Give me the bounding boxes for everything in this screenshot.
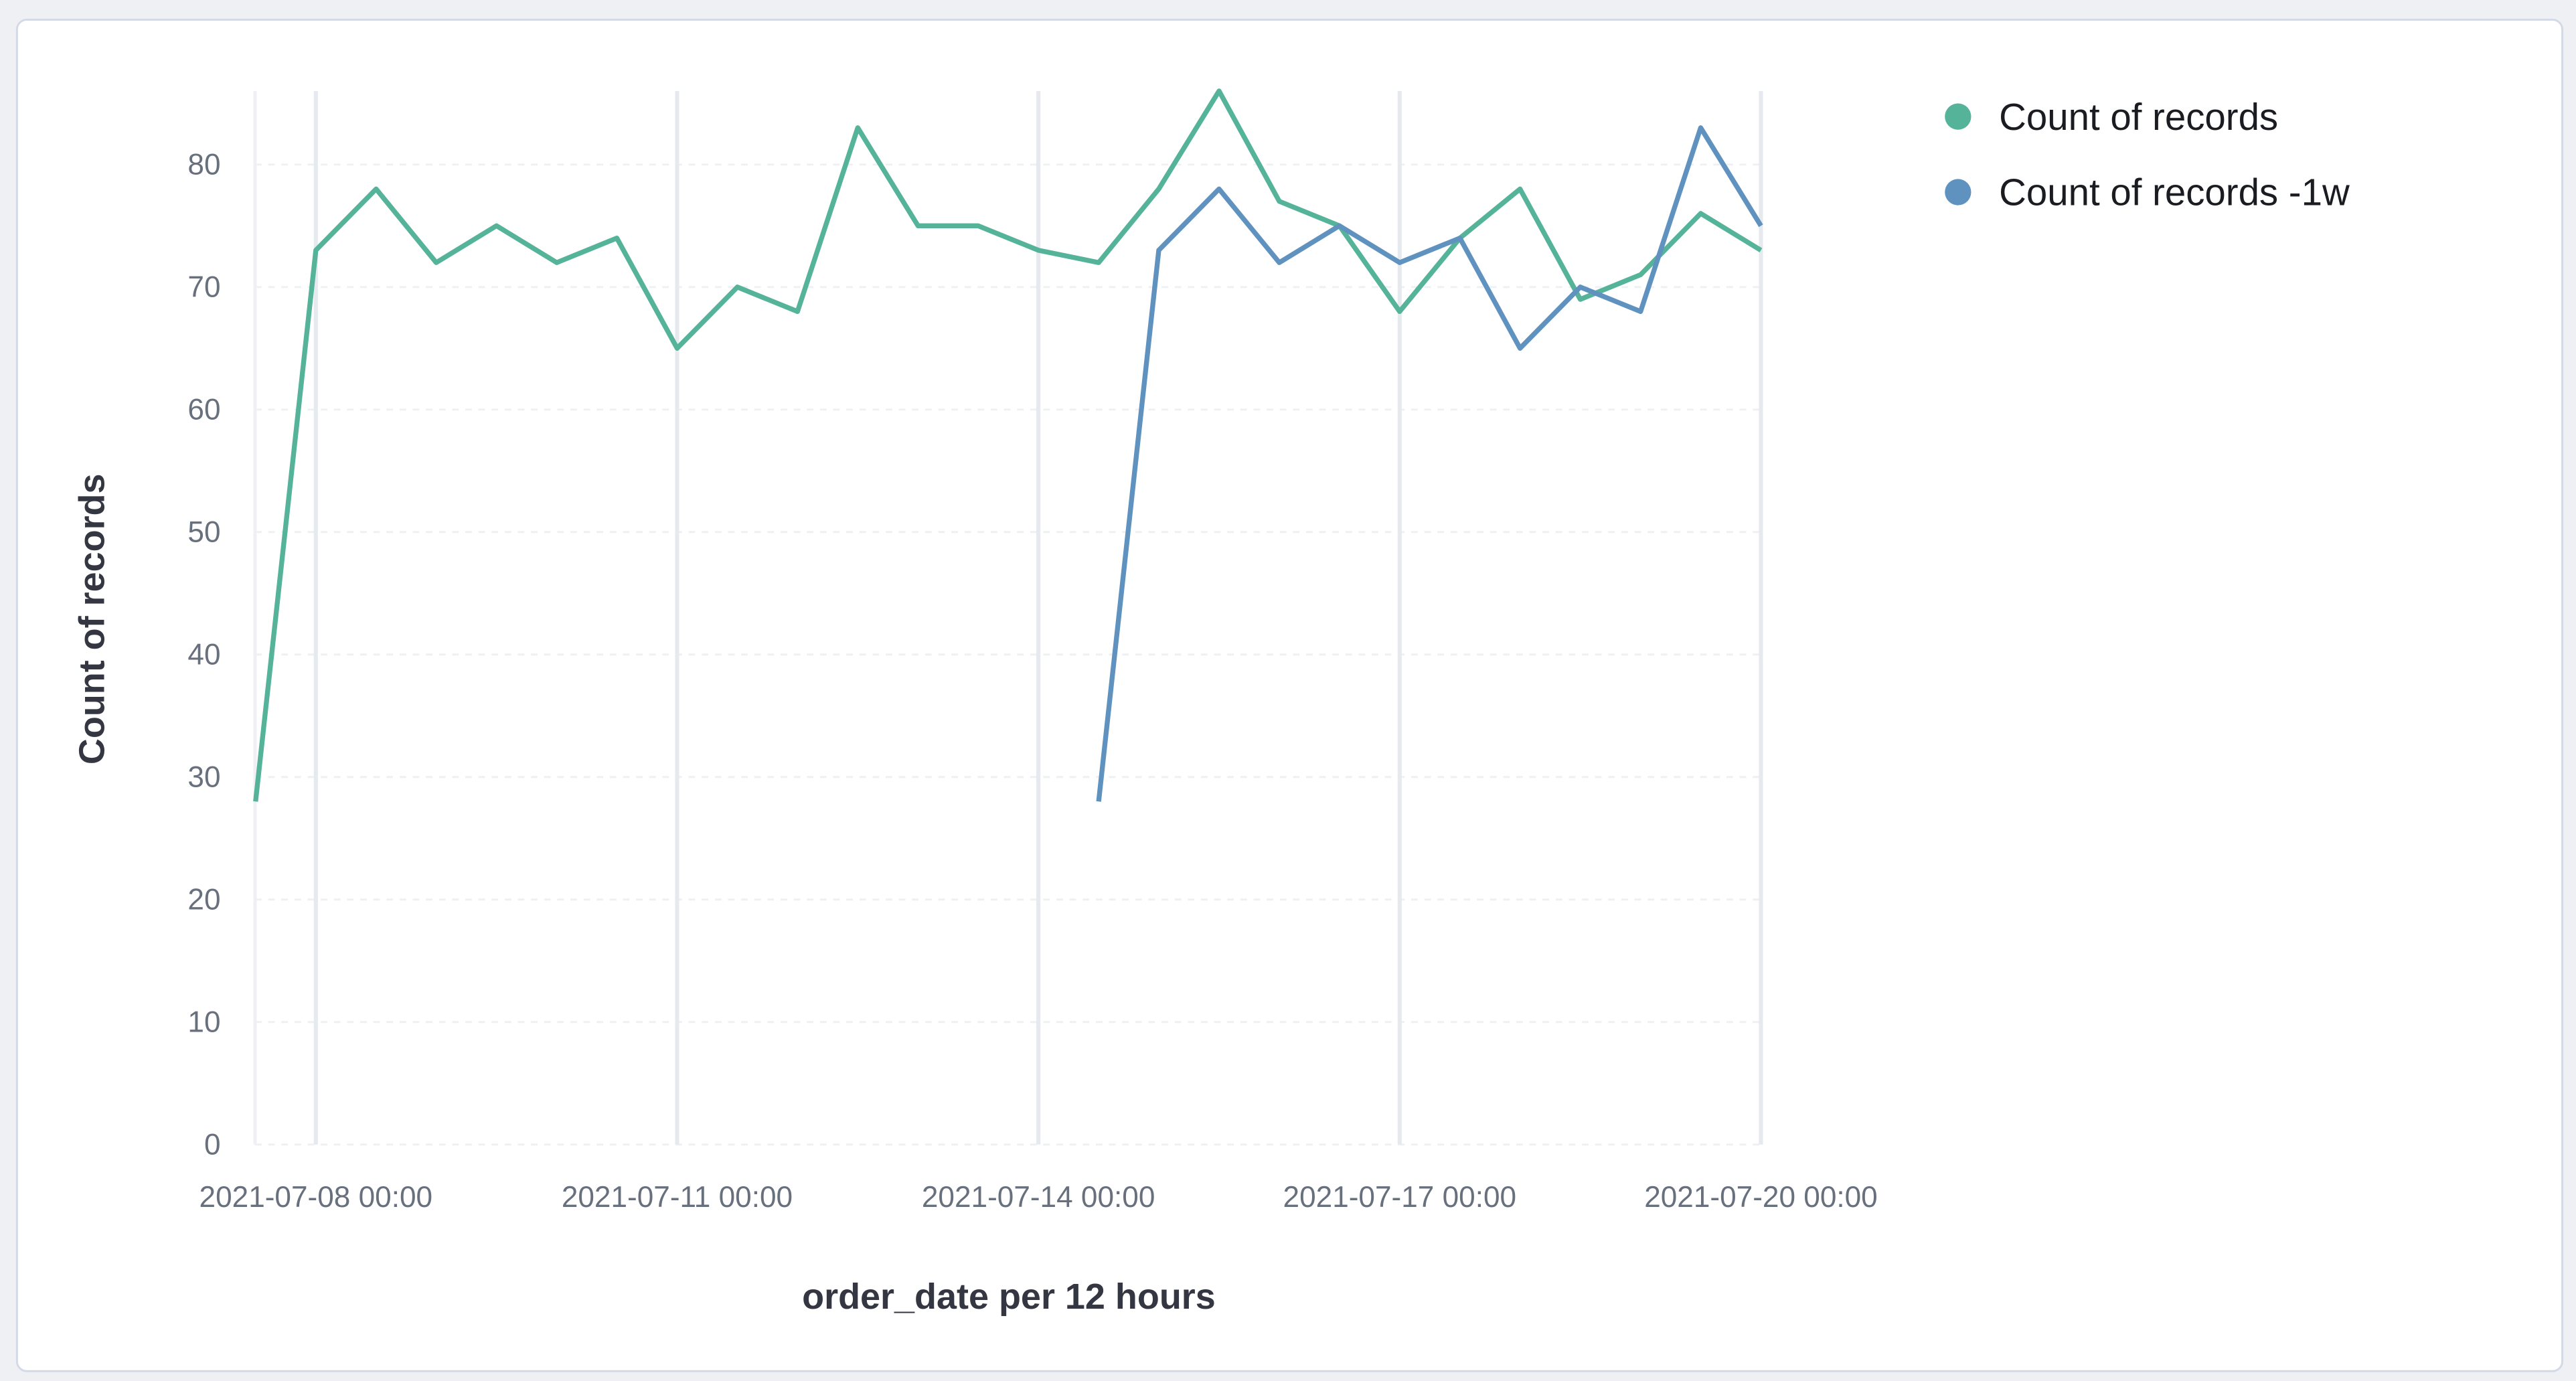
x-tick-label: 2021-07-11 00:00 xyxy=(562,1181,793,1214)
y-tick-label: 10 xyxy=(187,1005,220,1038)
y-axis-title: Count of records xyxy=(72,473,112,764)
y-tick-label: 0 xyxy=(204,1128,221,1161)
series-line xyxy=(1096,125,1763,802)
x-tick-label: 2021-07-17 00:00 xyxy=(1283,1181,1517,1214)
legend-swatch xyxy=(1945,179,1971,206)
x-tick-label: 2021-07-20 00:00 xyxy=(1644,1181,1878,1214)
legend-item: Count of records -1w xyxy=(1999,171,2350,214)
x-tick-label: 2021-07-14 00:00 xyxy=(922,1181,1155,1214)
y-tick-label: 80 xyxy=(187,149,220,181)
y-tick-label: 40 xyxy=(187,638,220,671)
x-axis-title: order_date per 12 hours xyxy=(802,1277,1216,1317)
legend-swatch xyxy=(1945,103,1971,130)
legend: Count of records Count of records -1w xyxy=(1945,96,2350,214)
y-tick-label: 70 xyxy=(187,271,220,304)
y-tick-label: 30 xyxy=(187,760,220,793)
chart-panel xyxy=(15,18,2564,1372)
series-line xyxy=(253,88,1763,802)
y-tick-label: 60 xyxy=(187,394,220,426)
y-tick-label: 20 xyxy=(187,883,220,916)
legend-item: Count of records xyxy=(1999,96,2278,138)
x-tick-label: 2021-07-08 00:00 xyxy=(199,1181,433,1214)
y-tick-label: 50 xyxy=(187,516,220,549)
